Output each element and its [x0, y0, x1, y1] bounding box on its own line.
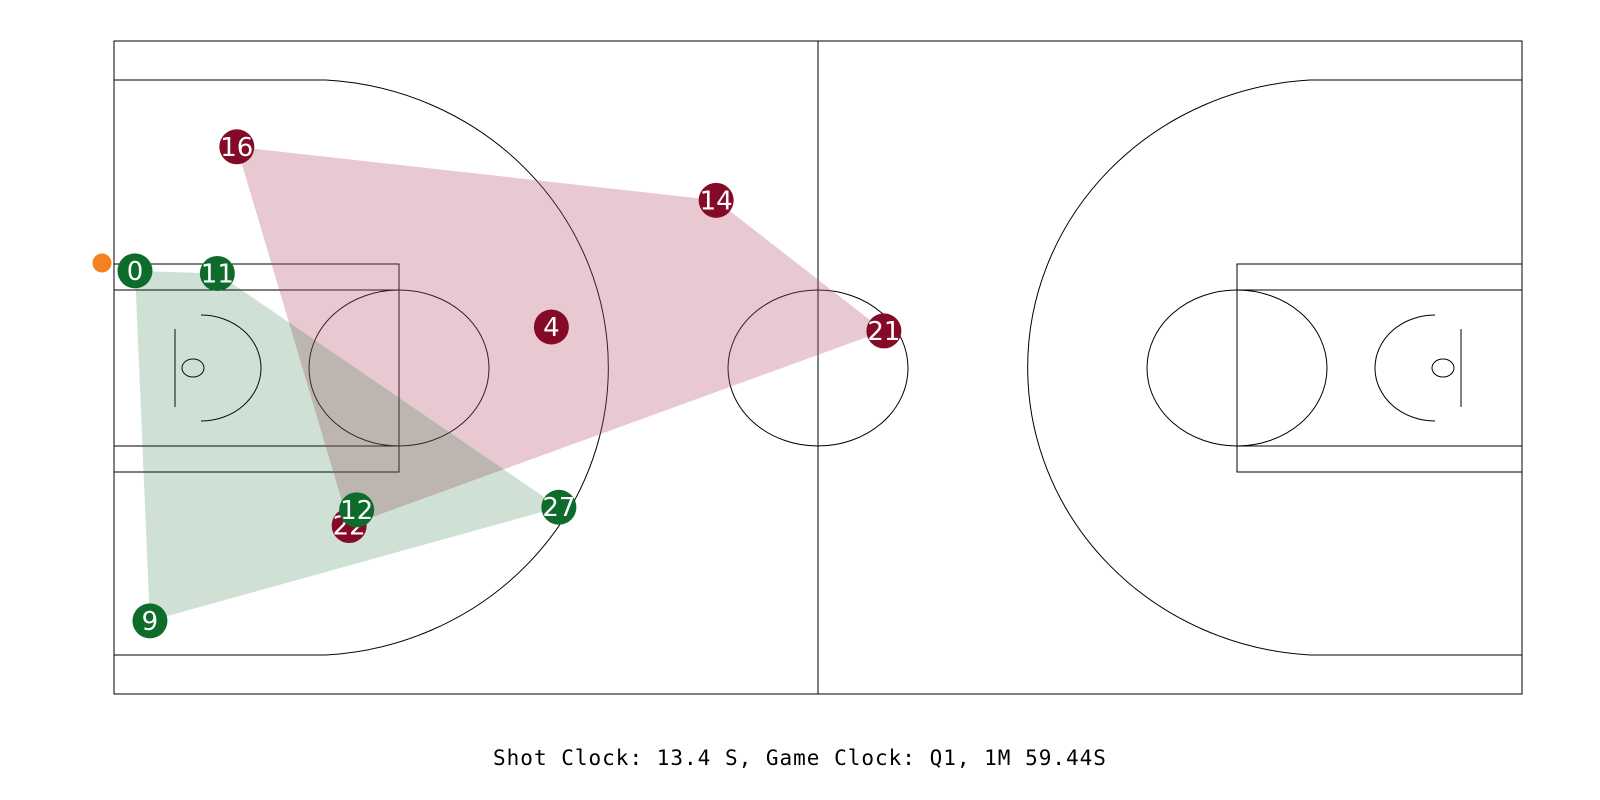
away-player-number: 4	[543, 313, 560, 343]
court-lines	[113, 40, 1523, 695]
team-hulls	[135, 146, 884, 621]
home-player-marker	[117, 253, 153, 289]
right-restricted-arc	[1374, 314, 1436, 422]
right-three-point-arc	[1027, 79, 1522, 656]
game-clock-caption: Shot Clock: 13.4 S, Game Clock: Q1, 1M 5…	[493, 746, 1107, 770]
right-key-outer	[1236, 263, 1523, 473]
home-player-12: 12	[339, 492, 375, 528]
away-player-number: 16	[220, 133, 253, 163]
home-player-marker	[339, 492, 375, 528]
home-team-hull	[135, 270, 559, 621]
away-player-marker	[533, 309, 569, 345]
left-free-throw-circle	[308, 289, 490, 447]
home-player-marker	[199, 255, 235, 291]
away-player-16: 16	[219, 129, 255, 165]
away-player-marker	[219, 129, 255, 165]
away-player-14: 14	[698, 182, 734, 218]
away-player-marker	[698, 182, 734, 218]
home-player-number: 12	[340, 496, 373, 526]
home-player-9: 9	[132, 603, 168, 639]
home-player-number: 27	[542, 493, 575, 523]
away-player-4: 4	[533, 309, 569, 345]
away-player-number: 21	[867, 317, 900, 347]
home-player-11: 11	[199, 255, 235, 291]
home-player-0: 0	[117, 253, 153, 289]
home-player-number: 11	[201, 259, 234, 289]
left-key-outer	[113, 263, 400, 473]
home-player-27: 27	[541, 489, 577, 525]
right-free-throw-circle	[1146, 289, 1328, 447]
right-hoop	[1431, 358, 1455, 378]
left-restricted-arc	[200, 314, 262, 422]
left-three-point-arc	[114, 79, 609, 656]
home-player-marker	[132, 603, 168, 639]
home-player-number: 0	[127, 257, 144, 287]
home-player-marker	[541, 489, 577, 525]
home-player-number: 9	[142, 607, 159, 637]
away-player-21: 21	[866, 313, 902, 349]
ball-layer	[92, 253, 112, 273]
center-circle	[727, 289, 909, 447]
away-player-number: 14	[700, 186, 733, 216]
ball-marker	[92, 253, 112, 273]
left-hoop	[181, 358, 205, 378]
away-player-marker	[866, 313, 902, 349]
